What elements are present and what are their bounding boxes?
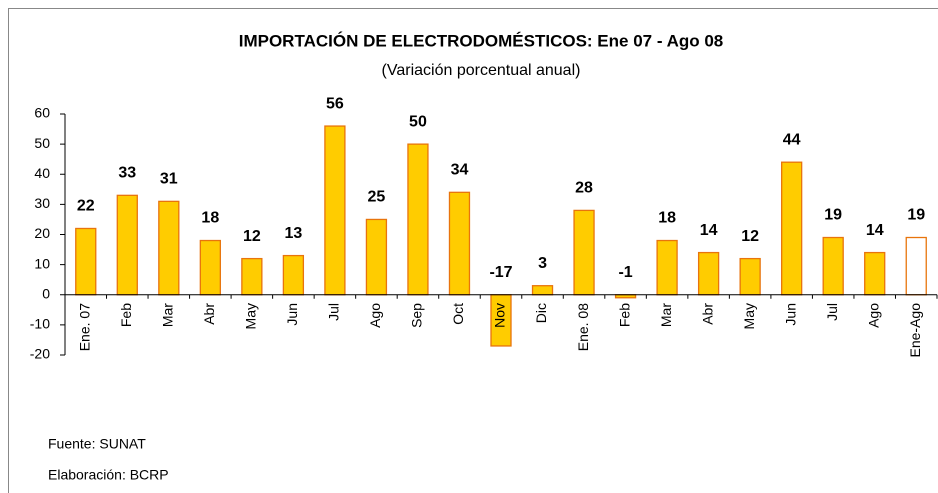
bar (365, 218, 388, 296)
x-tick-label: Jul (326, 303, 342, 321)
bar (448, 191, 471, 296)
bar (282, 254, 305, 296)
bar (407, 143, 429, 296)
source-note: Fuente: SUNAT (48, 436, 146, 452)
bar (116, 194, 138, 296)
x-tick-label: Mar (160, 303, 176, 327)
bar (241, 257, 263, 296)
value-label: 44 (783, 131, 801, 148)
x-tick-label: Feb (118, 303, 134, 327)
x-tick-label: Ene. 08 (575, 303, 591, 351)
value-label: 19 (907, 207, 925, 224)
bar (573, 209, 595, 296)
value-label: -1 (618, 264, 632, 281)
value-label: 3 (538, 255, 547, 272)
bar (864, 251, 886, 296)
bar (656, 239, 678, 296)
bar (324, 125, 346, 296)
bar (822, 236, 844, 296)
value-label: 31 (160, 171, 178, 188)
bar (781, 161, 803, 296)
value-label: 56 (326, 95, 344, 112)
value-label: 18 (658, 210, 676, 227)
x-tick-label: Oct (450, 303, 466, 325)
y-tick-label: 10 (34, 255, 50, 271)
value-label: 33 (118, 165, 136, 182)
x-tick-label: Ene. 07 (76, 303, 92, 351)
value-label: 14 (700, 222, 718, 239)
y-tick-label: -20 (30, 346, 50, 362)
y-tick-label: 50 (34, 135, 50, 151)
x-tick-label: Mar (658, 303, 674, 327)
x-tick-label: Abr (201, 303, 217, 325)
value-label: 12 (243, 228, 261, 245)
x-tick-label: Abr (699, 303, 715, 325)
value-label: 14 (866, 222, 884, 239)
value-label: 13 (284, 225, 302, 242)
y-tick-label: 30 (34, 195, 50, 211)
y-tick-label: 60 (34, 105, 50, 121)
value-label: 25 (368, 189, 386, 206)
bar (905, 236, 927, 296)
x-tick-label: May (741, 303, 757, 329)
frame (8, 8, 938, 493)
x-tick-label: Sep (409, 303, 425, 328)
x-tick-label: Ene-Ago (907, 303, 923, 358)
chart-subtitle: (Variación porcentual anual) (382, 62, 581, 79)
author-note: Elaboración: BCRP (48, 467, 169, 483)
value-label: 28 (575, 180, 593, 197)
x-tick-label: Ago (865, 303, 881, 328)
value-label: 22 (77, 198, 95, 215)
value-label: 50 (409, 113, 427, 130)
chart-title: IMPORTACIÓN DE ELECTRODOMÉSTICOS: Ene 07… (239, 31, 724, 50)
bar (531, 285, 554, 296)
x-tick-label: Feb (616, 303, 632, 327)
x-tick-label: Jun (284, 303, 300, 326)
x-tick-label: Ago (367, 303, 383, 328)
x-tick-label: Dic (533, 303, 549, 323)
value-label: 19 (824, 207, 842, 224)
bar (158, 200, 180, 296)
x-tick-label: Nov (492, 303, 508, 328)
y-tick-label: 20 (34, 225, 50, 241)
y-tick-label: 40 (34, 165, 50, 181)
y-tick-label: 0 (42, 285, 50, 301)
x-tick-label: Jul (824, 303, 840, 321)
y-tick-label: -10 (30, 316, 50, 332)
bar (199, 239, 221, 296)
x-tick-label: Jun (782, 303, 798, 326)
bar (739, 257, 761, 296)
value-label: 18 (201, 210, 219, 227)
bar (75, 227, 97, 296)
value-label: 34 (451, 162, 469, 179)
value-label: -17 (489, 264, 512, 281)
value-label: 12 (741, 228, 759, 245)
bar (697, 251, 720, 296)
x-tick-label: May (243, 303, 259, 329)
